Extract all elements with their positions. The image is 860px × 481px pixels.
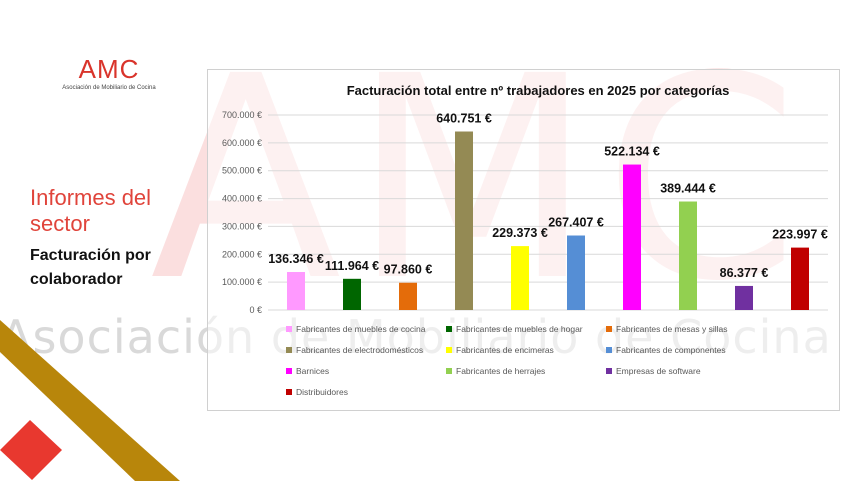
bar-chart: Facturación total entre nº trabajadores … [222,83,828,397]
legend-label: Fabricantes de componentes [616,345,726,355]
bar [567,235,585,310]
legend-label: Fabricantes de mesas y sillas [616,324,728,334]
section-title: Informes del sector [30,185,152,236]
bar [287,272,305,310]
y-tick-label: 100.000 € [222,277,262,287]
y-tick-label: 600.000 € [222,138,262,148]
bar [455,131,473,310]
logo-main-text: AMC [78,54,140,84]
y-tick-label: 200.000 € [222,249,262,259]
bar [511,246,529,310]
bar [679,201,697,310]
legend-label: Barnices [296,366,329,376]
legend-swatch [286,347,292,353]
legend-swatch [606,326,612,332]
y-tick-label: 700.000 € [222,110,262,120]
legend-swatch [606,368,612,374]
data-label: 389.444 € [660,182,716,196]
legend-swatch [286,368,292,374]
legend-label: Empresas de software [616,366,701,376]
legend-label: Distribuidores [296,387,348,397]
legend-swatch [446,347,452,353]
legend-label: Fabricantes de electrodomésticos [296,345,423,355]
bar [791,247,809,310]
bar [399,282,417,310]
olive-stripe [0,320,180,481]
amc-logo: AMC Asociación de Mobiliario de Cocina [54,56,164,91]
data-label: 223.997 € [772,228,828,242]
y-tick-label: 500.000 € [222,166,262,176]
legend-label: Fabricantes de encimeras [456,345,554,355]
data-label: 229.373 € [492,226,548,240]
chart-container: Facturación total entre nº trabajadores … [207,69,840,411]
y-tick-label: 300.000 € [222,221,262,231]
legend-label: Fabricantes de muebles de hogar [456,324,583,334]
data-label: 111.964 € [325,259,379,273]
data-label: 267.407 € [548,216,604,230]
y-tick-label: 0 € [249,305,262,315]
bar [735,285,753,310]
data-label: 86.377 € [720,266,769,280]
data-label: 136.346 € [268,252,324,266]
legend-swatch [286,326,292,332]
data-label: 640.751 € [436,112,492,126]
legend-swatch [446,368,452,374]
bar [623,164,641,310]
section-subtitle: Facturación por colaborador [30,247,151,288]
legend-label: Fabricantes de herrajes [456,366,545,376]
decorative-shapes [0,320,180,481]
logo-sub-text: Asociación de Mobiliario de Cocina [62,85,156,91]
legend-label: Fabricantes de muebles de cocina [296,324,426,334]
data-label: 97.860 € [384,263,433,277]
data-label: 522.134 € [604,145,660,159]
bar [343,278,361,310]
chart-title: Facturación total entre nº trabajadores … [347,83,730,98]
legend-swatch [446,326,452,332]
legend-swatch [286,389,292,395]
y-tick-label: 400.000 € [222,194,262,204]
legend-swatch [606,347,612,353]
red-diamond [0,420,62,480]
